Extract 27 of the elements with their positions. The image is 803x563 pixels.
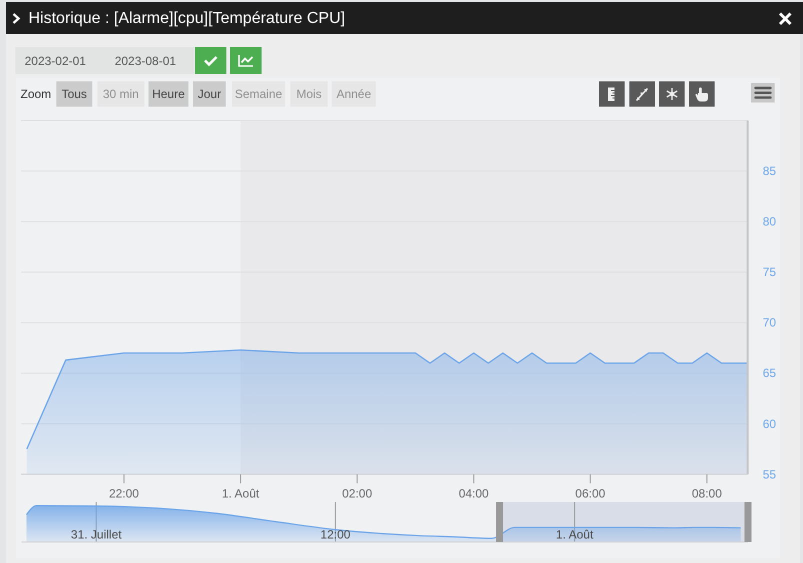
x-tick-label: 06:00 (575, 486, 606, 500)
x-tick-label: 04:00 (458, 486, 490, 500)
text: Zoom (20, 87, 52, 101)
y-tick-label: 80 (762, 214, 776, 229)
y-tick-label: 55 (762, 467, 776, 482)
x-tick-label: 12:00 (320, 528, 351, 542)
x-tick-label: 22:00 (108, 486, 140, 500)
x-tick-label: 1. Août (222, 486, 260, 500)
y-tick-label: 70 (762, 316, 776, 330)
y-tick-label: 60 (762, 416, 776, 431)
x-tick-label: 31. Juillet (70, 528, 122, 542)
text: Heure (152, 87, 186, 101)
text: 30 min (102, 87, 139, 101)
text: Semaine (234, 87, 282, 101)
x-tick-label: 1. Août (556, 528, 594, 542)
text: Jour (198, 87, 222, 101)
y-tick-label: 65 (762, 366, 776, 380)
x-tick-label: 08:00 (692, 486, 722, 500)
x-tick-label: 02:00 (342, 486, 372, 500)
y-tick-label: 85 (762, 164, 776, 178)
chart-title: Historique : [Alarme][cpu][Température CPU] (28, 10, 346, 27)
text: 2023-02-01 (24, 54, 86, 68)
y-tick-label: 75 (762, 265, 776, 280)
text: Année (336, 87, 372, 101)
text: Mois (296, 87, 322, 101)
text: Tous (62, 87, 87, 101)
text: 2023-08-01 (114, 54, 176, 68)
